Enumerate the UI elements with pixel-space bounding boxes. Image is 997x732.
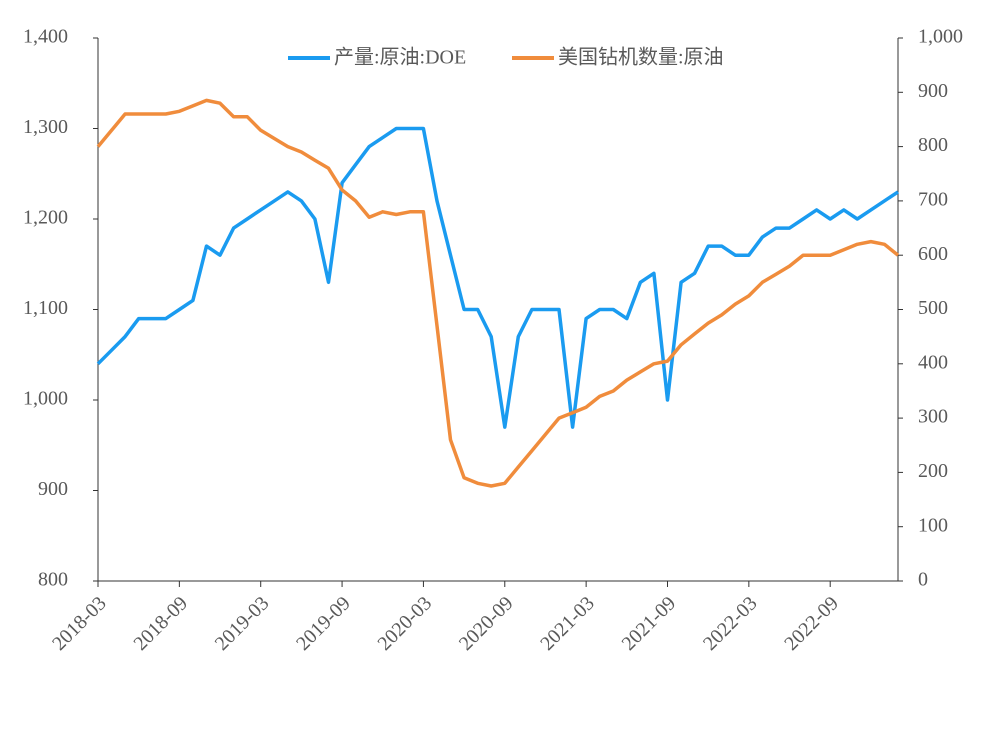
y2-tick-label: 100	[918, 514, 948, 536]
y2-tick-label: 500	[918, 297, 948, 319]
y-tick-label: 900	[38, 478, 68, 500]
y-tick-label: 800	[38, 569, 68, 591]
y-tick-label: 1,100	[23, 297, 68, 319]
x-tick-label: 2018-09	[129, 592, 192, 655]
x-tick-label: 2021-03	[536, 592, 599, 655]
legend-label: 产量:原油:DOE	[334, 46, 466, 69]
x-tick-label: 2020-09	[455, 592, 518, 655]
legend-label: 美国钻机数量:原油	[558, 46, 724, 69]
y2-tick-label: 700	[918, 188, 948, 210]
y2-tick-label: 0	[918, 569, 928, 591]
y2-tick-label: 300	[918, 406, 948, 428]
y2-tick-label: 900	[918, 80, 948, 102]
x-tick-label: 2022-09	[780, 592, 843, 655]
y-tick-label: 1,300	[23, 116, 68, 138]
y2-tick-label: 200	[918, 460, 948, 482]
y2-tick-label: 400	[918, 351, 948, 373]
x-tick-label: 2019-09	[292, 592, 355, 655]
y-tick-label: 1,000	[23, 388, 68, 410]
y2-tick-label: 800	[918, 134, 948, 156]
x-tick-label: 2018-03	[48, 592, 111, 655]
y-tick-label: 1,400	[23, 26, 68, 48]
y2-tick-label: 600	[918, 243, 948, 265]
x-tick-label: 2021-09	[618, 592, 681, 655]
y2-tick-label: 1,000	[918, 26, 963, 48]
x-tick-label: 2019-03	[211, 592, 274, 655]
y-tick-label: 1,200	[23, 207, 68, 229]
series-line	[96, 98, 900, 488]
series-line	[96, 126, 899, 429]
x-tick-label: 2022-03	[699, 592, 762, 655]
x-tick-label: 2020-03	[374, 592, 437, 655]
